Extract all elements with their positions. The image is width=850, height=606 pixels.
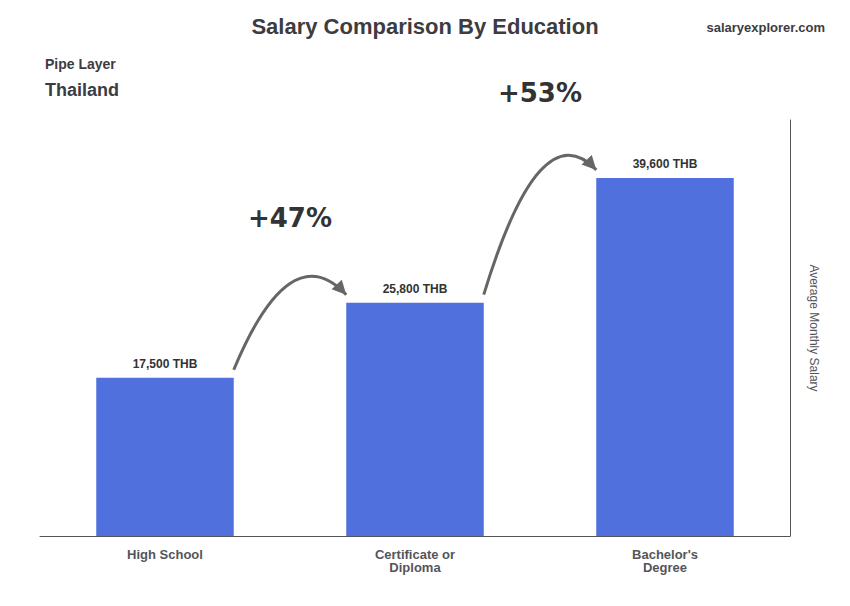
svg-text:39,600 THB: 39,600 THB (633, 157, 698, 171)
svg-text:Certificate or: Certificate or (374, 547, 456, 562)
svg-text:Pipe Layer: Pipe Layer (45, 56, 116, 72)
svg-text:Degree: Degree (643, 560, 687, 575)
svg-text:Bachelor's: Bachelor's (632, 547, 698, 562)
svg-text:High School: High School (127, 547, 203, 562)
svg-text:+47%: +47% (248, 203, 332, 233)
svg-text:Salary Comparison By Education: Salary Comparison By Education (251, 14, 598, 39)
svg-text:+53%: +53% (498, 78, 582, 108)
svg-text:Thailand: Thailand (45, 80, 119, 100)
svg-text:25,800 THB: 25,800 THB (383, 282, 448, 296)
svg-text:salaryexplorer.com: salaryexplorer.com (706, 20, 825, 35)
svg-text:17,500 THB: 17,500 THB (133, 357, 198, 371)
svg-text:Average Monthly Salary: Average Monthly Salary (807, 264, 821, 391)
svg-text:Diploma: Diploma (389, 560, 441, 575)
